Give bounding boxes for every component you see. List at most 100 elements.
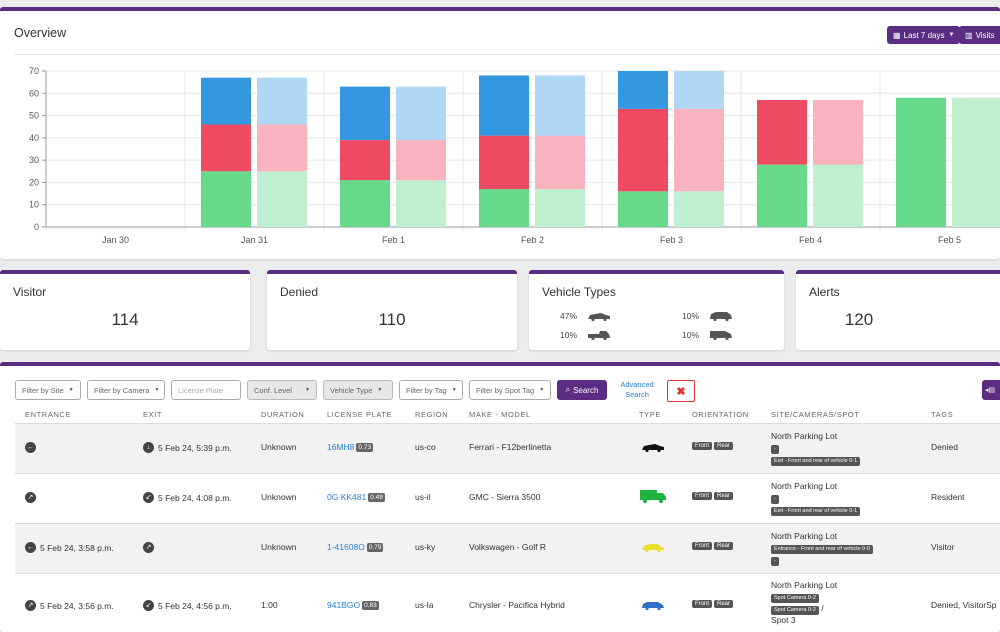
bar-segment-red — [479, 135, 529, 190]
bar-segment-blue-light — [674, 71, 724, 109]
site-filter[interactable]: Filter by Site ▼ — [15, 380, 81, 400]
license-plate-link[interactable]: 941BGO — [327, 600, 361, 610]
region-cell: us-il — [415, 492, 431, 502]
y-tick-label: 60 — [29, 88, 39, 98]
type-cell — [641, 542, 665, 552]
confidence-badge: 0.83 — [362, 600, 379, 610]
duration-cell: Unknown — [261, 542, 297, 552]
bar-segment-green — [896, 97, 946, 227]
arrow-up-right-icon: ↗ — [25, 492, 36, 503]
table-row[interactable]: ← ↓ 5 Feb 24, 5:39 p.m. Unknown 16MH8 0.73… — [15, 423, 1000, 473]
alerts-label: Alerts — [809, 285, 840, 299]
entrance-cell: ← — [25, 442, 40, 453]
tags-cell: Denied, VisitorSp — [931, 600, 997, 610]
export-button[interactable]: ◂▤ — [982, 380, 1000, 400]
conf-level-select[interactable]: Conf. Level ▼ — [247, 380, 317, 400]
col-region[interactable]: REGION — [415, 410, 449, 419]
col-tags[interactable]: TAGS — [931, 410, 954, 419]
plate-cell: 0G KK481 0.49 — [327, 492, 385, 502]
site-name: North Parking Lot — [771, 481, 838, 491]
type-cell — [639, 489, 667, 503]
table-row[interactable]: ↗ 5 Feb 24, 3:56 p.m. ↙ 5 Feb 24, 4:56 p.m… — [15, 573, 1000, 625]
site-name: North Parking Lot — [771, 531, 838, 541]
entrance-time: 5 Feb 24, 3:56 p.m. — [40, 600, 114, 611]
search-button[interactable]: ⌕ Search — [557, 380, 607, 400]
tag-filter-label: Filter by Tag — [406, 385, 447, 395]
orientation-cell: Front Rear — [692, 442, 735, 450]
exit-cell: ↙ 5 Feb 24, 4:08 p.m. — [143, 492, 232, 503]
site-cell: North Parking Lot Entrance - Front and r… — [771, 531, 873, 566]
table-row[interactable]: ← 5 Feb 24, 3:58 p.m. ↗ Unknown 1-41608O 0… — [15, 523, 1000, 573]
camera-tag: Exit - Front and rear of vehicle 0-1 — [771, 507, 861, 516]
plate-cell: 16MH8 0.73 — [327, 442, 374, 452]
duration-cell: Unknown — [261, 492, 297, 502]
denied-count: 110 — [378, 310, 406, 329]
spot-tag-filter[interactable]: Filter by Spot Tag ▼ — [469, 380, 551, 400]
caret-down-icon: ▼ — [999, 32, 1000, 38]
orientation-rear-tag: Rear — [714, 600, 734, 608]
suv-icon — [710, 312, 732, 321]
camera-tag: Spot Camera 0-2 — [771, 594, 819, 603]
van-icon — [710, 331, 732, 340]
col-type[interactable]: TYPE — [639, 410, 661, 419]
plate-cell: 1-41608O 0.79 — [327, 542, 384, 552]
arrow-left-icon: ← — [25, 542, 36, 553]
vehicle-type-filter-label: Vehicle Type — [330, 385, 373, 395]
orientation-front-tag: Front — [692, 542, 713, 550]
overview-title: Overview — [14, 26, 67, 40]
make-model-cell: Chrysler - Pacifica Hybrid — [469, 600, 565, 610]
orientation-cell: Front Rear — [692, 600, 735, 608]
sedan-icon — [642, 444, 664, 452]
bar-segment-green-light — [952, 97, 1000, 227]
date-range-label: Last 7 days — [903, 30, 945, 40]
bar-segment-green — [479, 189, 529, 227]
export-icon: ◂▤ — [985, 387, 996, 394]
camera-filter[interactable]: Filter by Camera ▼ — [87, 380, 165, 400]
spot-tag-filter-label: Filter by Spot Tag — [476, 385, 535, 395]
vehicle-type-pct: 10% — [559, 330, 577, 340]
y-tick-label: 20 — [29, 177, 39, 187]
advanced-search-link[interactable]: Advanced Search — [620, 380, 654, 399]
col-orientation[interactable]: ORIENTATION — [692, 410, 749, 419]
date-range-dropdown[interactable]: ▦ Last 7 days ▼ — [887, 26, 961, 44]
caret-down-icon: ▼ — [154, 387, 160, 393]
col-make-model[interactable]: MAKE - MODEL — [469, 410, 531, 419]
bar-segment-green-light — [535, 189, 585, 227]
license-plate-input[interactable]: License Plate — [171, 380, 241, 400]
y-tick-label: 30 — [29, 155, 39, 165]
region-cell: us-la — [415, 600, 434, 610]
col-site-cameras-spot[interactable]: SITE/CAMERAS/SPOT — [771, 410, 860, 419]
x-tick-label: Feb 2 — [521, 235, 544, 245]
bar-segment-blue-light — [535, 75, 585, 136]
table-row[interactable]: ↗ ↙ 5 Feb 24, 4:08 p.m. Unknown 0G KK481 0… — [15, 473, 1000, 523]
orientation-front-tag: Front — [692, 492, 713, 500]
orientation-rear-tag: Rear — [714, 442, 734, 450]
caret-down-icon: ▼ — [948, 32, 955, 38]
bar-segment-red-light — [535, 135, 585, 190]
make-model-cell: Volkswagen - Golf R — [469, 542, 547, 552]
clear-filters-button[interactable]: ✖ — [667, 380, 695, 402]
visitor-count: 114 — [111, 310, 139, 329]
bar-chart-icon: ▥ — [965, 30, 973, 40]
x-tick-label: Feb 4 — [799, 235, 822, 245]
license-plate-link[interactable]: 1-41608O — [327, 542, 365, 552]
col-license-plate[interactable]: LICENSE PLATE — [327, 410, 393, 419]
arrow-down-left-icon: ↙ — [143, 492, 154, 503]
alerts-card[interactable]: Alerts 120 — [796, 270, 1000, 350]
vehicle-types-card[interactable]: Vehicle Types 47% 10% 10% 10% — [529, 270, 784, 350]
col-exit[interactable]: EXIT — [143, 410, 163, 419]
arrow-down-icon: ↓ — [143, 442, 154, 453]
col-entrance[interactable]: ENTRANCE — [25, 410, 72, 419]
metric-dropdown[interactable]: ▥ Visits ▼ — [959, 26, 1000, 44]
license-plate-link[interactable]: 0G KK481 — [327, 492, 367, 502]
col-duration[interactable]: DURATION — [261, 410, 305, 419]
bar-segment-red-light — [813, 99, 863, 165]
tag-filter[interactable]: Filter by Tag ▼ — [399, 380, 463, 400]
tags-cell: Visitor — [931, 542, 955, 552]
vehicle-type-filter[interactable]: Vehicle Type ▼ — [323, 380, 393, 400]
license-plate-link[interactable]: 16MH8 — [327, 442, 355, 452]
camera-tag: - — [771, 495, 779, 504]
visitor-card[interactable]: Visitor 114 — [0, 270, 250, 350]
orientation-front-tag: Front — [692, 600, 713, 608]
denied-card[interactable]: Denied 110 — [267, 270, 517, 350]
